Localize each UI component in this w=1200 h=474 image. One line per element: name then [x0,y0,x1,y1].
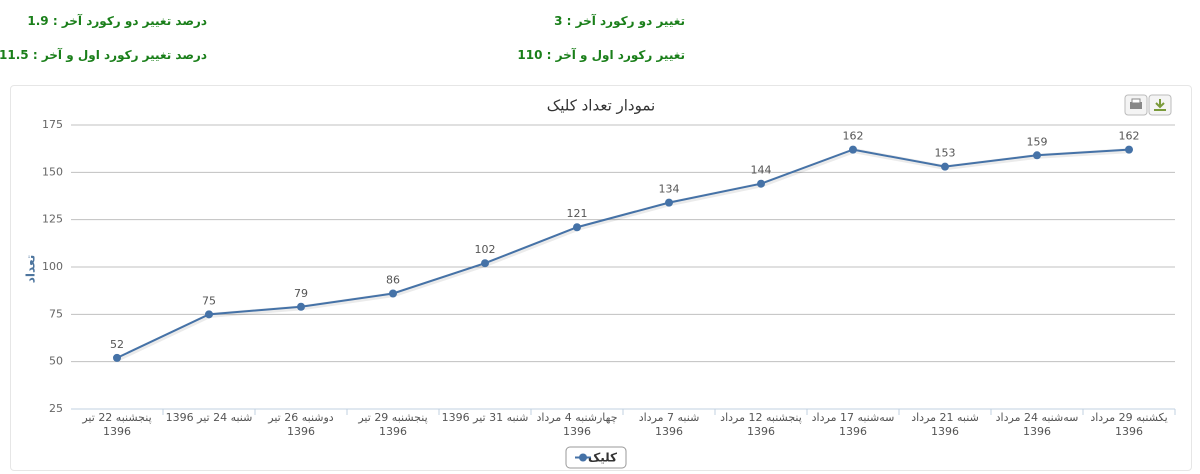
point [297,302,305,311]
x-tick-label-box: پنجشنبه 22 تیر 1396 [82,411,152,438]
point [205,310,213,319]
x-tick-label: سه‌شنبه 17 مرداد 1396 [811,411,895,438]
y-tick-label: 25 [49,402,63,415]
stat: تغییر رکورد اول و آخر : 110 [517,48,685,62]
x-tick-label-box: شنبه 31 تیر 1396 [441,411,529,424]
x-tick-label: شنبه 21 مرداد 1396 [911,411,979,438]
stat-value: 1.9 [27,14,49,28]
stat: درصد تغییر رکورد اول و آخر : 211.5 [0,48,207,62]
legend-item[interactable]: کلیک [565,446,627,469]
y-tick-label: 125 [42,213,63,226]
point [941,162,949,171]
x-tick-label: پنجشنبه 12 مرداد 1396 [720,411,802,438]
line-shadow [116,148,1131,362]
x-tick-label: شنبه 31 تیر 1396 [441,411,529,424]
y-tick-label: 75 [49,307,63,320]
x-tick-label-box: پنجشنبه 12 مرداد 1396 [720,411,802,438]
point [665,198,673,207]
y-tick-label: 100 [42,260,63,273]
x-tick-label: شنبه 7 مرداد 1396 [638,411,700,438]
data-label: 121 [567,207,588,220]
x-tick-label: چهارشنبه 4 مرداد 1396 [536,411,618,438]
print-button[interactable] [1124,94,1148,116]
x-tick-label-box: سه‌شنبه 24 مرداد 1396 [995,411,1079,438]
point [481,259,489,268]
point [1033,151,1041,160]
point [757,179,765,188]
data-label: 86 [386,274,400,287]
stat-label: درصد تغییر دو رکورد آخر : [52,14,207,28]
x-tick-label-box: سه‌شنبه 17 مرداد 1396 [811,411,895,438]
x-tick-label: پنجشنبه 22 تیر 1396 [82,411,152,438]
chart-container: نمودار تعداد کلیک تعداد 25 50 75 100 125 150 1… [10,85,1192,471]
data-label: 144 [751,164,772,177]
data-label: 162 [843,130,864,143]
point [573,223,581,232]
stat-value: 3 [554,14,563,28]
stat-label: درصد تغییر رکورد اول و آخر : [32,48,207,62]
data-label: 102 [475,243,496,256]
legend-label: کلیک [588,451,617,465]
stat-value: 211.5 [0,48,29,62]
data-label: 75 [202,294,216,307]
data-label: 159 [1027,135,1048,148]
x-tick-label: سه‌شنبه 24 مرداد 1396 [995,411,1079,438]
stat: درصد تغییر دو رکورد آخر : 1.9 [27,14,207,28]
x-tick-label: شنبه 24 تیر 1396 [165,411,253,424]
y-tick-label: 50 [49,355,63,368]
data-label: 79 [294,287,308,300]
y-tick-label: 150 [42,165,63,178]
data-label: 134 [659,183,680,196]
legend-box [565,446,627,469]
chart: نمودار تعداد کلیک تعداد 25 50 75 100 125 150 1… [24,94,1176,469]
x-tick-label: پنجشنبه 29 تیر 1396 [358,411,428,438]
x-tick-label: دوشنبه 26 تیر 1396 [268,411,334,438]
x-tick-label-box: شنبه 7 مرداد 1396 [638,411,700,438]
point [113,353,121,362]
line [116,148,1130,359]
x-tick-label-box: چهارشنبه 4 مرداد 1396 [536,411,618,438]
stat-label: تغییر دو رکورد آخر : [566,14,685,28]
data-label: 162 [1119,130,1140,143]
point [389,289,397,298]
chart-title: نمودار تعداد کلیک [547,97,655,115]
stat-value: 110 [517,48,543,62]
export-button[interactable] [1148,94,1172,116]
legend-marker [579,453,587,462]
y-axis-label: تعداد [24,255,38,283]
x-tick-label-box: پنجشنبه 29 تیر 1396 [358,411,428,438]
stats: تغییر دو رکورد آخر : 3 درصد تغییر دو رکو… [0,0,1200,85]
x-tick-label-box: شنبه 21 مرداد 1396 [911,411,979,438]
point [1125,145,1133,154]
x-tick-label-box: دوشنبه 26 تیر 1396 [268,411,334,438]
x-tick-label: یکشنبه 29 مرداد 1396 [1090,411,1168,438]
data-label: 153 [935,147,956,160]
y-tick-label: 175 [42,118,63,131]
stat: تغییر دو رکورد آخر : 3 [554,14,685,28]
x-tick-label-box: شنبه 24 تیر 1396 [165,411,253,424]
data-label: 52 [110,338,124,351]
point [849,145,857,154]
stat-label: تغییر رکورد اول و آخر : [546,48,685,62]
x-tick-label-box: یکشنبه 29 مرداد 1396 [1090,411,1168,438]
